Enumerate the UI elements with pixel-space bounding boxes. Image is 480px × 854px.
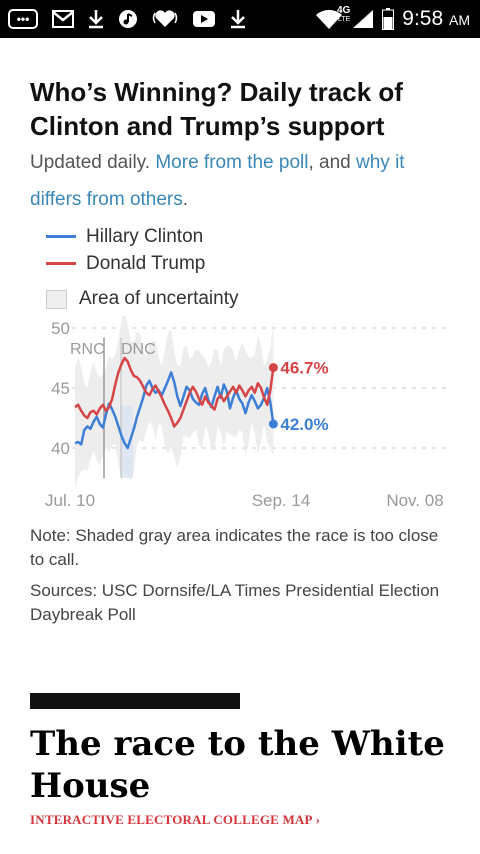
clock-ampm: AM [449,12,470,28]
dnc-highlight [121,406,133,478]
subtitle-suffix: . [182,189,189,210]
network-sublabel: LTE [337,16,351,23]
system-icons: 4G LTE 9:58 AM [314,0,470,38]
clock-time: 9:58 [402,7,444,30]
y-tick-label: 45 [51,379,70,398]
download-icon [230,9,246,29]
end-label-trump: 46.7% [280,359,328,378]
uncertainty-area [75,316,274,489]
y-tick-label: 50 [51,319,70,338]
x-tick-label: Sep. 14 [252,491,311,510]
signal-icon [352,9,374,29]
x-tick-label: Jul. 10 [45,491,95,510]
end-dot-trump [268,363,278,373]
more-from-poll-link[interactable]: More from the poll [155,152,309,173]
legend-swatch-clinton [46,235,76,238]
legend-label-clinton: Hillary Clinton [86,225,204,247]
annotation-rnc: RNC [70,341,105,358]
annotation-dnc: DNC [121,341,156,358]
iheart-icon [152,9,178,29]
network-label: 4G [336,5,351,16]
music-icon [118,9,138,29]
battery-icon [382,8,395,30]
legend-label-uncertainty: Area of uncertainty [79,288,239,309]
notification-icons: ••• [8,0,246,38]
legend-swatch-trump [46,262,76,265]
chat-icon: ••• [8,9,38,29]
legend-item-trump: Donald Trump [46,250,205,277]
section-rule [30,693,240,709]
wifi-icon: 4G LTE [314,6,350,30]
y-tick-label: 40 [51,439,70,458]
chart-note: Note: Shaded gray area indicates the rac… [30,526,439,569]
status-bar: ••• 4G LTE 9:58 AM [0,0,480,38]
clock: 9:58 AM [402,7,470,31]
why-it-differs-link[interactable]: why it differs from others [30,152,405,210]
x-tick-label: Nov. 08 [386,491,443,510]
electoral-map-link[interactable]: INTERACTIVE ELECTORAL COLLEGE MAP › [30,812,320,828]
end-label-clinton: 42.0% [280,415,328,434]
legend-item-clinton: Hillary Clinton [46,223,205,250]
article-title: Who’s Winning? Daily track of Clinton an… [30,77,403,141]
legend-label-trump: Donald Trump [86,252,206,274]
series-line-trump [74,356,275,428]
chart-legend: Hillary Clinton Donald Trump [46,223,205,277]
subtitle-middle: , and [308,152,357,173]
chevron-right-icon: › [315,812,321,827]
chart-sources: Sources: USC Dornsife/LA Times President… [30,581,440,624]
end-dot-clinton [268,419,278,429]
article-subtitle: Updated daily. More from the poll, and w… [30,144,460,218]
subtitle-prefix: Updated daily. [30,152,156,173]
download-icon [88,9,104,29]
legend-swatch-uncertainty [46,289,67,309]
race-section-title: The race to the White House [30,724,445,806]
electoral-map-link-label: INTERACTIVE ELECTORAL COLLEGE MAP [30,812,313,827]
youtube-icon [192,10,216,28]
legend-item-uncertainty: Area of uncertainty [46,288,238,310]
gmail-icon [52,10,74,28]
